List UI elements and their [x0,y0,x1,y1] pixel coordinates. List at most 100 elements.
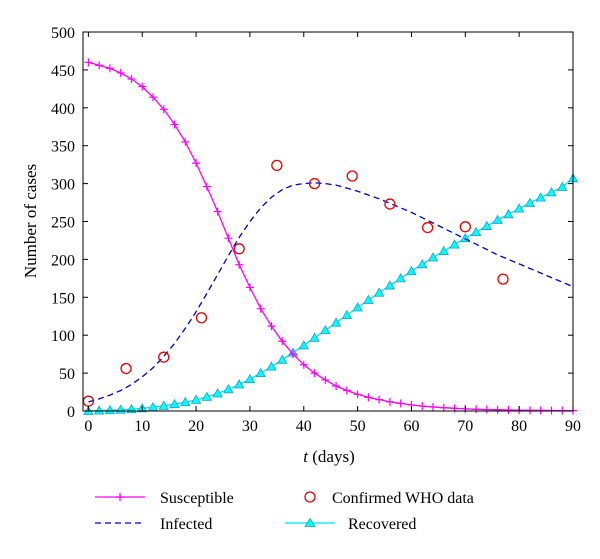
series-line-recovered [88,178,573,411]
recovered-point [429,253,438,261]
recovered-point [245,375,254,383]
confirmed-point [460,222,470,232]
recovered-point [493,215,502,223]
recovered-point [515,204,524,212]
x-tick-label: 70 [457,418,473,435]
legend-entry-confirmed: Confirmed WHO data [305,490,474,507]
susceptible-point [547,406,555,414]
susceptible-point [332,382,340,390]
susceptible-point [364,393,372,401]
susceptible-point [84,58,92,66]
recovered-point [525,198,534,206]
recovered-point [482,222,491,230]
legend-entry-susceptible: Susceptible [95,490,234,507]
legend-entry-recovered: Recovered [285,516,416,533]
recovered-point [321,326,330,334]
confirmed-point [121,364,131,374]
series-line-susceptible [88,62,573,410]
confirmed-point [159,352,169,362]
recovered-point [547,188,556,196]
susceptible-point [418,402,426,410]
x-tick-label: 40 [296,418,312,435]
susceptible-point [257,305,265,313]
x-tick-label: 0 [84,418,92,435]
recovered-point [267,362,276,370]
recovered-point [256,369,265,377]
confirmed-point [423,223,433,233]
recovered-point [364,295,373,303]
x-tick-label: 20 [188,418,204,435]
x-axis-label: t (days) [303,447,354,466]
susceptible-point [192,159,200,167]
susceptible-point [246,283,254,291]
susceptible-point [343,387,351,395]
confirmed-point [498,274,508,284]
recovered-point [353,303,362,311]
susceptible-point [235,261,243,269]
legend-label-confirmed: Confirmed WHO data [332,490,474,507]
recovered-point [407,267,416,275]
recovered-point [213,389,222,397]
recovered-point [536,193,545,201]
susceptible-point [526,406,534,414]
x-tick-label: 10 [134,418,150,435]
recovered-point [439,247,448,255]
y-tick-label: 500 [51,25,75,42]
susceptible-point [224,234,232,242]
susceptible-point [321,376,329,384]
susceptible-point [95,61,103,69]
y-tick-label: 200 [51,252,75,269]
x-tick-label: 50 [350,418,366,435]
y-tick-label: 350 [51,139,75,156]
y-axis-label: Number of cases [21,164,40,278]
legend-label-susceptible: Susceptible [160,490,234,507]
recovered-point [310,333,319,341]
susceptible-point [375,396,383,404]
y-tick-label: 150 [51,290,75,307]
y-tick-label: 450 [51,63,75,80]
susceptible-point [203,183,211,191]
susceptible-point [472,405,480,413]
legend: Susceptible Infected Confirmed WHO data … [95,490,474,533]
recovered-point [235,380,244,388]
legend-entry-infected: Infected [95,516,212,533]
susceptible-point [127,75,135,83]
recovered-point [450,240,459,248]
susceptible-point [494,406,502,414]
x-tick-label: 90 [565,418,581,435]
recovered-point [375,288,384,296]
series-line-infected [88,183,573,402]
recovered-point [418,260,427,268]
confirmed-point [347,171,357,181]
confirmed-point [385,199,395,209]
y-tick-label: 0 [67,404,75,421]
legend-label-recovered: Recovered [348,516,416,533]
x-tick-label: 30 [242,418,258,435]
recovered-point [472,228,481,236]
recovered-point [504,210,513,218]
recovered-point [385,281,394,289]
susceptible-point [386,398,394,406]
susceptible-point [504,406,512,414]
recovered-point [342,311,351,319]
susceptible-point [483,406,491,414]
confirmed-point [234,244,244,254]
y-tick-label: 250 [51,215,75,232]
recovered-point [278,355,287,363]
confirmed-point [196,313,206,323]
y-tick-label: 400 [51,101,75,118]
susceptible-point [117,69,125,77]
recovered-point [224,385,233,393]
x-tick-label: 60 [403,418,419,435]
y-tick-label: 50 [59,366,75,383]
confirmed-point [272,160,282,170]
y-tick-label: 100 [51,328,75,345]
susceptible-point [429,403,437,411]
susceptible-point [181,138,189,146]
susceptible-point [537,406,545,414]
recovered-point [396,274,405,282]
x-tick-label: 80 [511,418,527,435]
recovered-point [299,341,308,349]
susceptible-point [397,399,405,407]
